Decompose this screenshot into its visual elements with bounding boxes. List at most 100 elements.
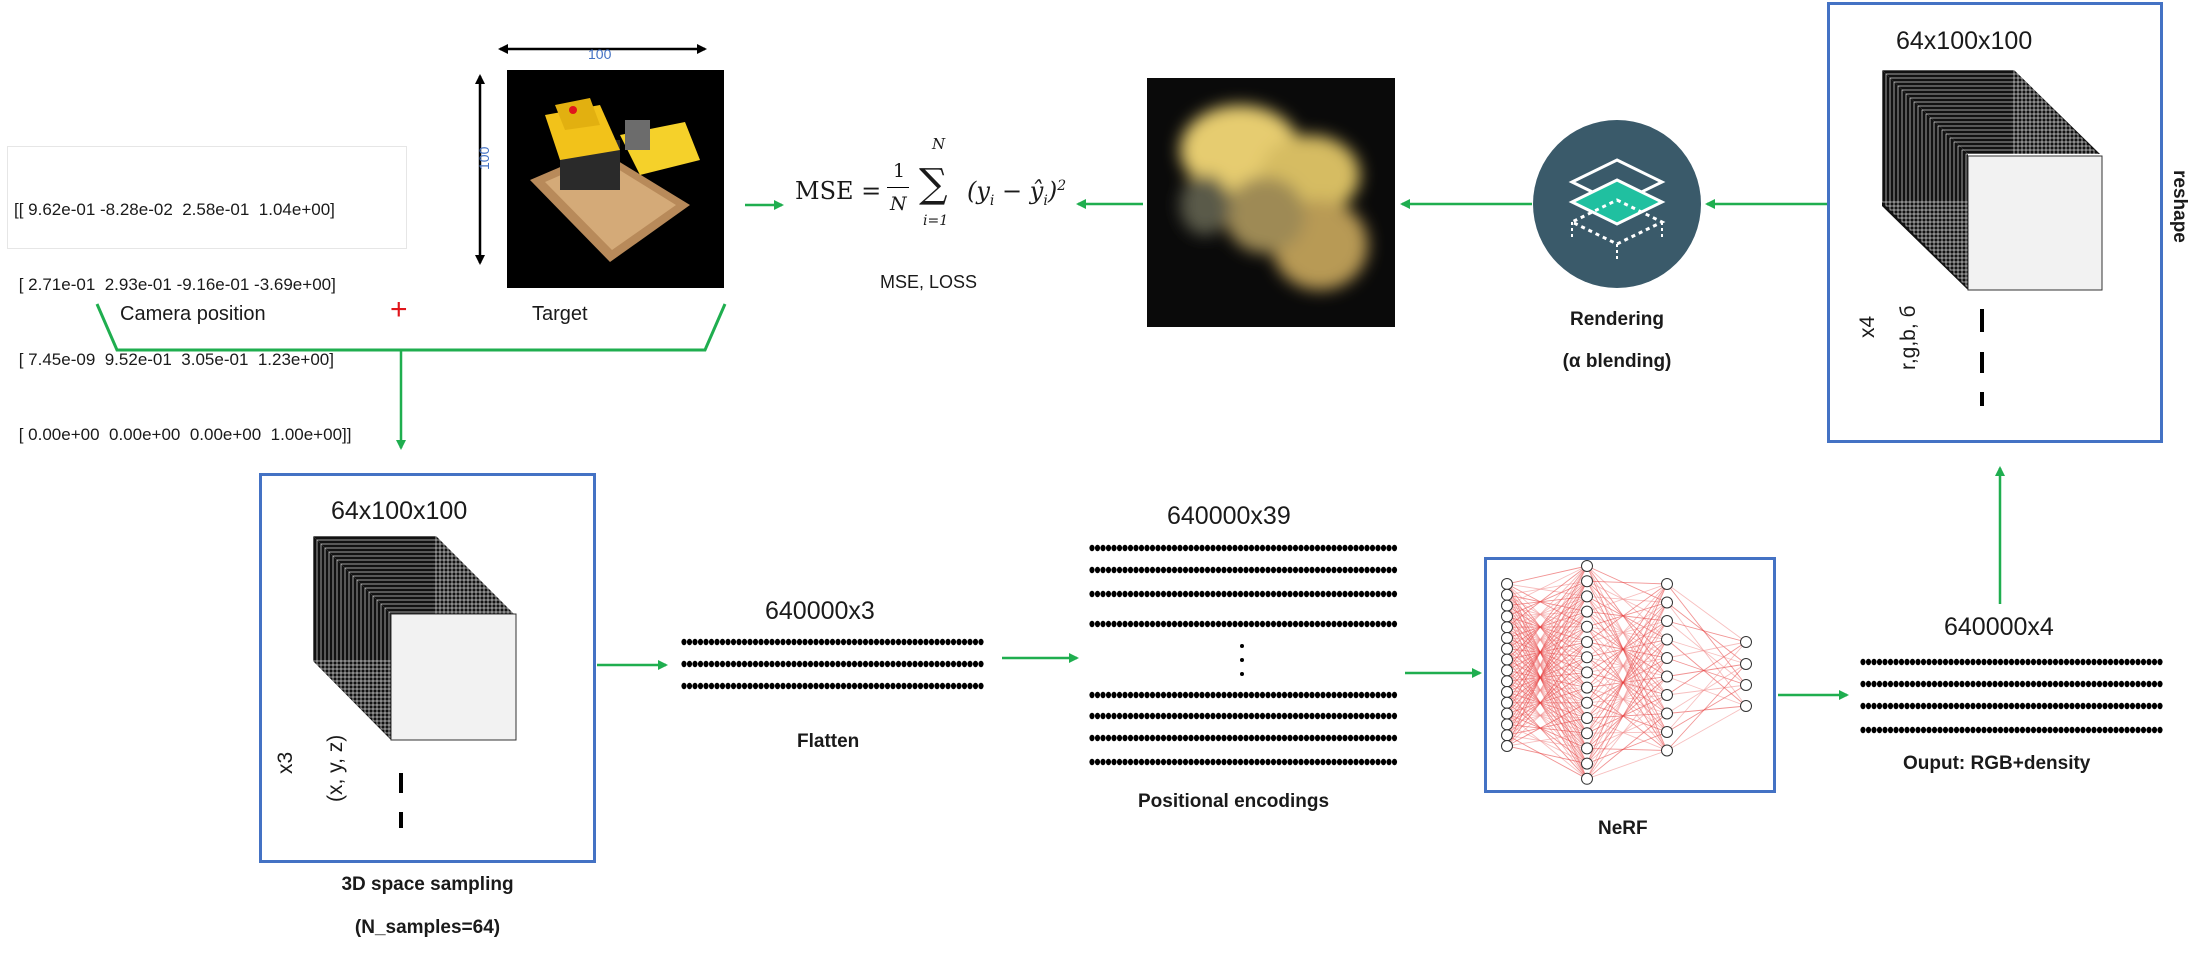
- flatten-dot: [879, 660, 885, 668]
- encoding-dot: [1111, 734, 1117, 742]
- output-dot: [2107, 726, 2114, 734]
- output-dot: [2151, 726, 2158, 734]
- encoding-dot: [1199, 620, 1205, 628]
- nerf-node: [1661, 615, 1673, 627]
- flatten-dot: [796, 682, 803, 690]
- encoding-dot: [1353, 620, 1359, 628]
- flatten-dot: [829, 638, 836, 646]
- flatten-dot: [719, 660, 726, 668]
- mse-term-y: (y: [967, 177, 990, 205]
- nerf-edge: [1586, 676, 1668, 780]
- flatten-dot: [923, 682, 929, 690]
- encoding-dot: [1232, 758, 1238, 766]
- flatten-dot: [939, 682, 946, 690]
- nerf-node: [1581, 712, 1593, 724]
- output-dot: [1909, 680, 1916, 688]
- encoding-dot: [1358, 566, 1365, 574]
- encoding-dot: [1270, 620, 1277, 628]
- encoding-dot: [1380, 590, 1387, 598]
- output-dot: [1887, 702, 1894, 710]
- nerf-edge: [1506, 723, 1588, 765]
- output-dot: [1997, 680, 2004, 688]
- encoding-dot: [1160, 544, 1167, 552]
- encoding-dot: [1166, 758, 1172, 766]
- encoding-dot: [1094, 712, 1101, 720]
- encoding-dot: [1248, 734, 1255, 742]
- flatten-dot: [862, 682, 869, 690]
- encoding-dot: [1369, 691, 1376, 699]
- encoding-dot: [1380, 758, 1387, 766]
- reshape-label: reshape: [2169, 170, 2190, 243]
- nerf-edge: [1586, 602, 1668, 688]
- encoding-dot: [1369, 734, 1376, 742]
- output-dot: [2157, 658, 2163, 666]
- encoding-dot: [1380, 566, 1387, 574]
- encoding-dot: [1270, 590, 1277, 598]
- sampling-volume: [312, 535, 517, 741]
- output-dot: [2058, 702, 2064, 710]
- encoding-dot: [1386, 590, 1392, 598]
- flatten-dot: [769, 682, 775, 690]
- nerf-edge: [1506, 680, 1588, 704]
- nerf-edge: [1586, 656, 1668, 714]
- encoding-dot: [1144, 691, 1150, 699]
- flatten-dot: [807, 682, 814, 690]
- nerf-network: [1501, 560, 1752, 785]
- flatten-dot: [851, 660, 858, 668]
- flatten-dot: [692, 660, 698, 668]
- output-dot: [2146, 658, 2152, 666]
- output-dot: [1975, 658, 1982, 666]
- encoding-dot: [1237, 590, 1244, 598]
- flatten-dot: [758, 638, 764, 646]
- encoding-dot: [1166, 566, 1172, 574]
- encoding-dot: [1210, 620, 1216, 628]
- nerf-edge: [1666, 583, 1747, 643]
- encoding-dot: [1160, 758, 1167, 766]
- output-dot: [2140, 702, 2147, 710]
- nerf-edge: [1666, 684, 1747, 696]
- encoding-dot: [1380, 712, 1387, 720]
- reshape-slice: [1881, 69, 2015, 203]
- encoding-dot: [1193, 758, 1200, 766]
- nerf-node: [1581, 560, 1593, 572]
- output-label: Ouput: RGB+density: [1903, 753, 2091, 774]
- output-dot: [1992, 702, 1998, 710]
- encoding-dot: [1160, 734, 1167, 742]
- encoding-dot: [1204, 758, 1211, 766]
- nerf-edge: [1666, 641, 1747, 733]
- matrix-row-2: [ 2.71e-01 2.93e-01 -9.16e-01 -3.69e+00]: [14, 275, 336, 294]
- output-dot: [2096, 702, 2103, 710]
- flatten-dot: [741, 682, 748, 690]
- flatten-dot: [884, 682, 891, 690]
- output-dot: [1948, 680, 1954, 688]
- output-dot: [2052, 658, 2059, 666]
- encoding-dot: [1303, 620, 1310, 628]
- reshape-side: [1882, 70, 1968, 290]
- output-dot: [2102, 680, 2108, 688]
- encoding-dot: [1138, 620, 1145, 628]
- target-label: Target: [532, 303, 588, 325]
- encoding-dot: [1281, 590, 1288, 598]
- output-dot: [1898, 658, 1905, 666]
- output-dot: [2157, 680, 2163, 688]
- mse-lhs-text: MSE: [795, 177, 854, 205]
- output-dot: [1970, 680, 1976, 688]
- flatten-dot: [851, 638, 858, 646]
- reshape-channels: r,g,b, б: [1897, 305, 1920, 370]
- output-dot: [2091, 726, 2097, 734]
- output-dot: [1953, 658, 1960, 666]
- output-dot: [2069, 658, 2075, 666]
- encoding-dot: [1281, 544, 1288, 552]
- output-dot: [1893, 702, 1899, 710]
- encoding-dot: [1221, 590, 1227, 598]
- nerf-edge: [1666, 602, 1747, 665]
- output-dot: [2129, 680, 2136, 688]
- nerf-node: [1581, 590, 1593, 603]
- output-dot: [1865, 726, 1872, 734]
- mse-formula: MSE = 1 N N ∑ i=1 (yi − ŷi)2: [795, 135, 1066, 247]
- output-dot: [1904, 658, 1910, 666]
- flatten-dot: [901, 660, 907, 668]
- encoding-dot: [1292, 590, 1299, 598]
- flatten-dot: [890, 660, 896, 668]
- output-dot: [2102, 702, 2108, 710]
